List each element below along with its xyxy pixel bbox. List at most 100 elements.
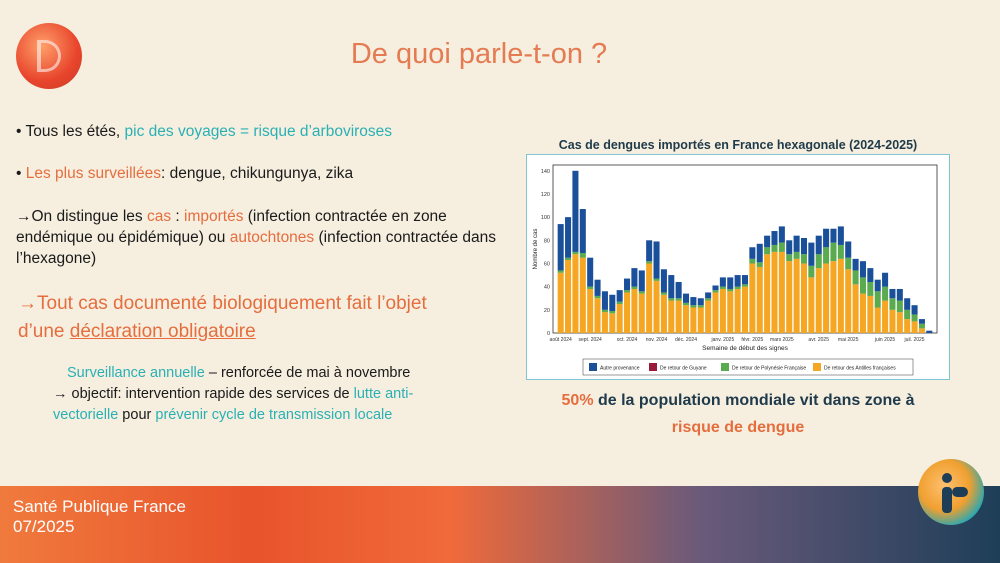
x-tick-label: nov. 2024	[646, 337, 668, 343]
bar-segment	[601, 309, 608, 313]
arrow-point-cas: →On distingue les cas : importés (infect…	[16, 208, 496, 267]
bar-segment	[889, 309, 896, 333]
bar-segment	[660, 294, 667, 333]
bar-segment	[918, 319, 925, 324]
bar-segment	[859, 261, 866, 278]
y-tick-label: 100	[541, 215, 550, 221]
bar-segment	[793, 235, 800, 252]
bar-segment	[808, 242, 815, 266]
chart-title: Cas de dengues importés en France hexago…	[558, 138, 918, 152]
bar-segment	[631, 268, 638, 287]
bar-segment	[734, 288, 741, 333]
bar-segment	[572, 170, 579, 252]
bar-segment	[786, 240, 793, 255]
bar-segment	[697, 298, 704, 306]
bar-segment	[675, 298, 682, 301]
bar-segment	[646, 240, 653, 262]
bar-segment	[719, 277, 726, 287]
bar-segment	[896, 300, 903, 313]
arrow-icon: →	[53, 386, 68, 402]
declaration-statement: →Tout cas documenté biologiquement fait …	[18, 293, 427, 342]
bar-segment	[557, 272, 564, 333]
bar-segment	[594, 295, 601, 299]
arrow-icon: →	[18, 293, 37, 314]
dengue-chart: 0 20 40 60 80 100 120 140 août 2024 sept. 2024 oct…	[533, 164, 938, 376]
bar-segment	[756, 262, 763, 267]
legend-label: De retour de Polynésie Française	[732, 366, 806, 372]
bar-segment	[800, 263, 808, 333]
bar-segment	[764, 235, 771, 248]
bar-segment	[660, 292, 667, 295]
bar-segment	[896, 288, 903, 301]
bar-segment	[646, 261, 653, 264]
bar-segment	[859, 277, 866, 294]
bar-segment	[631, 286, 638, 289]
bar-segment	[734, 286, 741, 289]
bar-segment	[734, 275, 741, 287]
bar-segment	[749, 247, 756, 259]
bar-segment	[616, 290, 623, 302]
bar-segment	[867, 268, 874, 283]
bar-segment	[624, 278, 631, 291]
bar-segment	[697, 305, 704, 308]
bar-segment	[889, 288, 896, 299]
bar-segment	[882, 286, 889, 301]
bar-segment	[904, 319, 911, 333]
x-tick-label: mai 2025	[838, 337, 859, 343]
logo	[16, 23, 82, 89]
bar-segment	[719, 286, 726, 289]
bar-segment	[565, 260, 572, 333]
x-tick-label: janv. 2025	[711, 337, 735, 343]
bar-segment	[616, 304, 623, 333]
bar-segment	[756, 243, 763, 263]
bar-segment	[918, 328, 925, 333]
x-tick-label: oct. 2024	[617, 337, 638, 343]
bar-segment	[778, 242, 785, 252]
bar-segment	[579, 253, 586, 258]
bar-segment	[800, 237, 808, 255]
bar-segment	[631, 288, 638, 333]
legend-label: De retour de Guyane	[660, 366, 707, 372]
bar-segment	[778, 226, 785, 243]
bar-segment	[749, 258, 756, 264]
y-tick-label: 0	[547, 331, 550, 337]
bar-segment	[882, 300, 889, 333]
bar-segment	[845, 241, 852, 258]
footer-date: 07/2025	[13, 517, 75, 536]
bar-segment	[579, 209, 586, 254]
bar-segment	[741, 275, 749, 285]
bar-segment	[918, 323, 925, 329]
bar-segment	[682, 305, 690, 333]
bar-segment	[601, 291, 608, 310]
bar-segment	[904, 298, 911, 310]
x-tick-label: mars 2025	[770, 337, 794, 343]
bar-segment	[705, 300, 712, 333]
stat-line-1: 50% de la population mondiale vit dans z…	[561, 392, 915, 409]
bar-segment	[764, 247, 771, 255]
bar-segment	[815, 254, 822, 269]
y-tick-label: 120	[541, 192, 550, 198]
footer-band	[0, 486, 1000, 563]
bar-segment	[845, 257, 852, 270]
footer-org: Santé Publique France	[13, 497, 186, 516]
bar-segment	[565, 257, 572, 261]
bar-segment	[727, 291, 734, 333]
bar-segment	[609, 294, 616, 311]
bar-segment	[859, 293, 866, 333]
bar-segment	[668, 298, 675, 301]
bar-segment	[712, 290, 719, 293]
x-tick-label: juil. 2025	[904, 337, 925, 343]
bar-segment	[837, 226, 844, 245]
bar-segment	[867, 295, 874, 333]
bar-segment	[823, 228, 830, 248]
bar-segment	[815, 235, 822, 255]
bar-segment	[911, 321, 918, 333]
bar-segment	[705, 298, 712, 301]
x-tick-label: déc. 2024	[675, 337, 697, 343]
legend-swatch	[813, 363, 821, 371]
bar-segment	[741, 286, 749, 333]
bar-segment	[668, 300, 675, 333]
bar-segment	[594, 298, 601, 333]
x-tick-label: août 2024	[550, 337, 572, 343]
bar-segment	[675, 282, 682, 299]
